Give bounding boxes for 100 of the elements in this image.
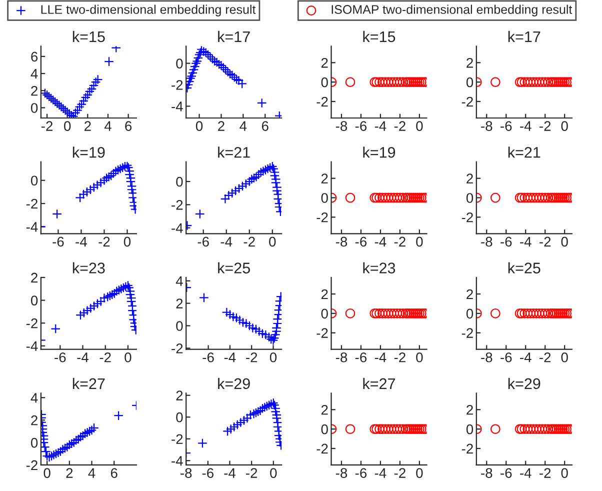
x-tick-label: -2 [100,352,111,362]
x-tick-label: -8 [180,468,192,478]
x-tick-label: -4 [220,236,232,246]
x-tick-label: -2 [394,468,406,478]
y-tick-label: 4 [176,276,183,286]
x-tick-label: 6 [110,468,118,478]
y-tick-label: 2 [31,272,38,283]
x-tick-label: -2 [394,121,406,131]
x-tick-label: -2 [246,468,258,478]
y-tick-label: -2 [316,328,328,338]
y-tick-label: -2 [462,328,473,338]
x-tick-label: -8 [336,352,348,362]
x-tick-label: -8 [336,236,348,247]
y-tick-label: 2 [321,58,328,68]
x-tick-label: 4 [88,468,96,478]
chart-title: k=21 [508,146,540,158]
y-tick-label: -2 [462,96,473,107]
chart-title: k=21 [218,146,250,158]
chart-title: k=15 [72,30,105,42]
chart-title: k=23 [363,262,396,274]
x-tick-label: -4 [374,236,386,246]
x-tick-label: 0 [561,236,568,247]
chart-title: k=17 [218,30,250,42]
x-tick-label: 2 [84,121,91,131]
chart-title: k=23 [72,262,105,274]
x-tick-label: -4 [374,468,386,478]
y-tick-label: 0 [176,176,183,187]
x-tick-label: 0 [270,468,277,478]
chart-title: k=27 [72,378,105,389]
chart-title: k=25 [218,262,250,274]
x-tick-label: 0 [124,236,131,247]
y-tick-label: -2 [316,212,328,222]
x-tick-label: -6 [52,236,64,247]
x-tick-label: -8 [481,121,492,131]
x-tick-label: 6 [262,121,268,131]
chart-title: k=29 [508,378,540,390]
x-tick-label: 2 [218,121,224,131]
y-tick-label: 0 [30,176,38,186]
x-tick-label: 4 [104,121,112,131]
y-tick-label: -4 [26,222,38,232]
x-tick-label: -6 [500,468,512,478]
y-tick-label: 0 [466,193,474,203]
y-tick-label: -2 [462,212,473,222]
x-tick-label: 0 [124,352,132,362]
chart-title: k=15 [363,30,396,42]
y-tick-label: -2 [172,344,183,354]
x-tick-label: 0 [416,352,423,362]
x-tick-label: -8 [481,468,492,478]
x-tick-label: 4 [240,121,247,131]
chart-title: k=19 [72,146,105,158]
chart-title: k=29 [218,378,250,390]
y-tick-label: 6 [31,52,38,62]
x-tick-label: -2 [244,236,255,246]
y-tick-label: -2 [26,318,38,328]
x-tick-label: 6 [125,121,132,131]
y-tick-label: 0 [30,438,38,448]
x-tick-label: -4 [520,352,532,362]
y-tick-label: -2 [462,444,473,454]
y-tick-label: -2 [172,80,183,90]
y-tick-label: 0 [321,424,328,434]
y-tick-label: 2 [321,289,328,300]
y-tick-label: 2 [466,58,473,68]
chart-title: k=25 [508,262,540,274]
y-tick-label: -2 [172,200,183,210]
y-tick-label: 2 [321,174,328,184]
x-tick-label: -2 [98,236,110,246]
legend-label: ISOMAP two-dimensional embedding result [332,4,572,16]
y-tick-label: -2 [316,444,328,454]
x-tick-label: -4 [224,468,236,478]
x-tick-label: -4 [520,468,532,478]
y-tick-label: -4 [172,102,183,112]
y-tick-label: 2 [176,390,183,400]
x-tick-label: -8 [336,121,348,131]
x-tick-label: 0 [561,352,568,362]
y-tick-label: -4 [26,341,38,351]
x-tick-label: -4 [374,352,386,362]
chart-title: k=17 [508,30,540,42]
y-tick-label: 4 [30,69,38,79]
x-tick-label: -6 [355,236,367,247]
x-tick-label: -6 [500,236,512,247]
x-tick-label: -2 [540,468,551,478]
x-tick-label: -2 [540,236,551,246]
x-tick-label: -8 [336,468,348,478]
x-tick-label: 0 [44,468,50,478]
y-tick-label: 0 [466,424,474,434]
x-tick-label: -4 [77,352,89,362]
x-tick-label: -2 [394,352,406,362]
x-tick-label: -6 [355,352,367,362]
x-tick-label: 0 [416,236,423,247]
y-tick-label: 2 [321,404,328,415]
y-tick-label: 0 [176,321,183,331]
x-tick-label: -6 [202,352,214,362]
x-tick-label: -6 [355,121,367,131]
y-tick-label: 2 [176,298,183,308]
x-tick-label: 0 [270,352,277,362]
y-tick-label: 0 [176,412,183,422]
x-tick-label: -2 [394,236,406,246]
x-tick-label: -4 [374,121,386,131]
x-tick-label: -2 [41,121,53,131]
x-tick-label: 0 [416,468,423,478]
